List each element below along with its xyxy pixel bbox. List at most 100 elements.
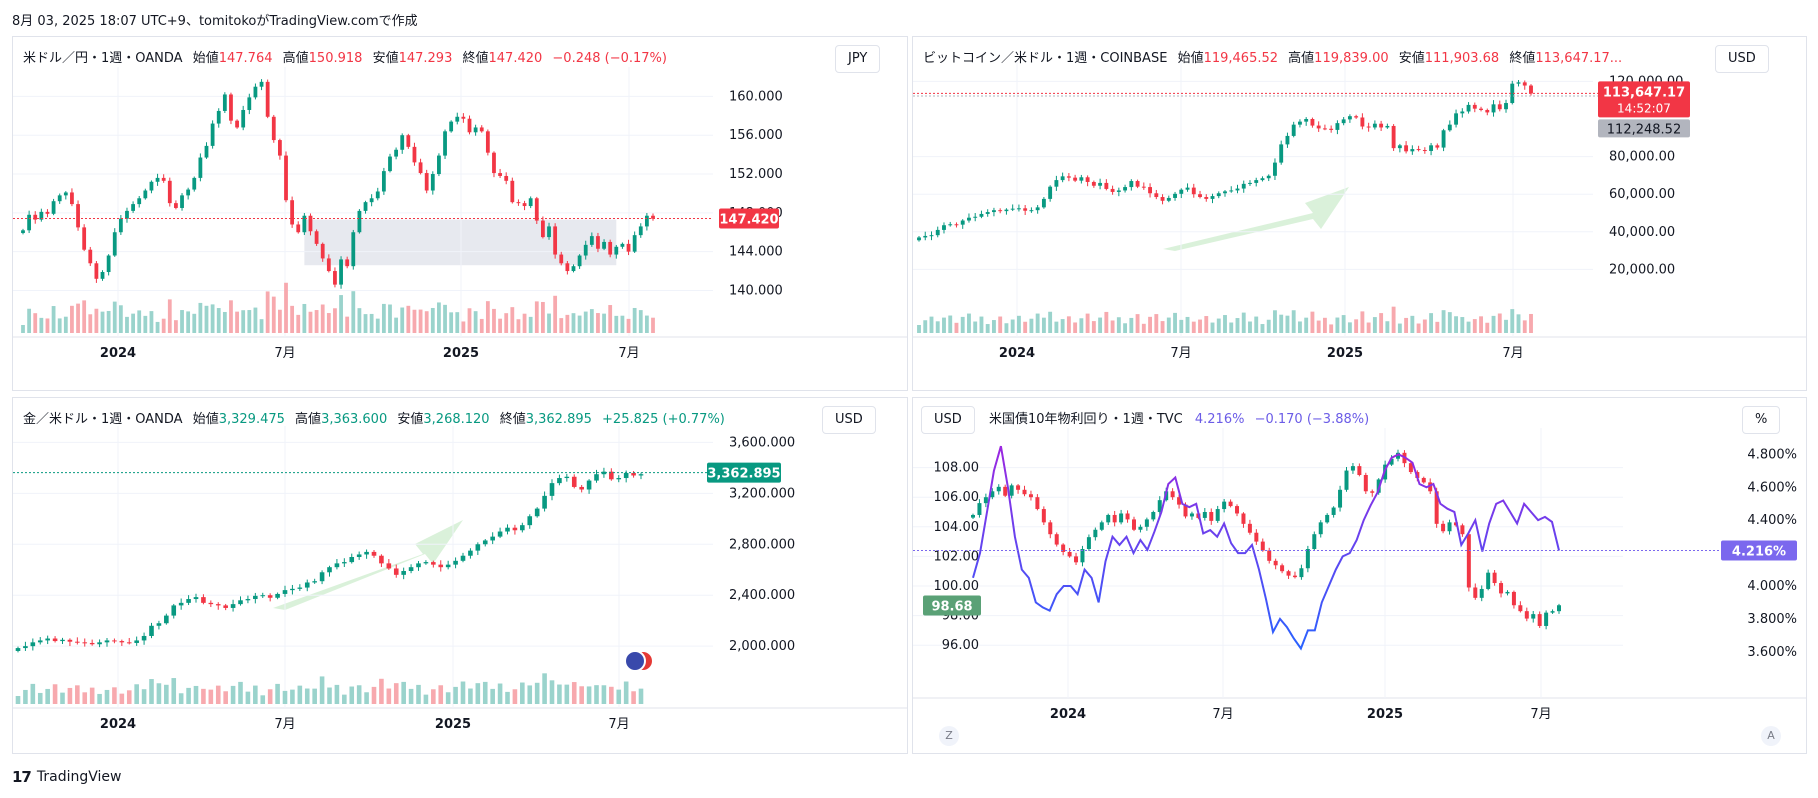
volume-bar — [314, 310, 319, 333]
candle-body — [1267, 550, 1272, 561]
volume-bar — [1285, 315, 1290, 333]
candle-body — [33, 214, 38, 220]
candle-body — [1322, 128, 1327, 130]
candle-body — [614, 246, 619, 255]
chart-panel-us10y[interactable]: 108.00 106.00 104.00 102.00 100.00 98.00 96.00… — [912, 397, 1807, 754]
candle-body — [265, 81, 270, 117]
x-tick-label: 7月 — [1530, 707, 1551, 722]
candle-body — [1067, 551, 1072, 557]
y-tick-label: 152.000 — [729, 167, 783, 182]
volume-bar — [455, 312, 460, 333]
volume-bar — [1273, 310, 1277, 333]
candle-body — [186, 599, 191, 603]
volume-bar — [623, 681, 629, 704]
chart-panel-xauusd[interactable]: 3,600.000 3,200.000 2,800.000 2,400.000 2,00… — [12, 397, 908, 754]
candle-body — [1254, 532, 1259, 542]
candle-body — [1344, 470, 1349, 490]
candle-body — [1460, 525, 1465, 535]
candle-body — [192, 177, 197, 190]
candle-body — [126, 642, 132, 644]
x-tick-label: 7月 — [618, 346, 639, 361]
volume-bar — [174, 320, 178, 333]
volume-bar — [37, 692, 43, 704]
candle-body — [418, 162, 423, 174]
candle-body — [1338, 489, 1343, 508]
us10y-percent-button[interactable]: % — [1742, 406, 1781, 434]
volume-bar — [1185, 316, 1190, 333]
us10y-change: −0.170 (−3.88%) — [1254, 412, 1370, 427]
chart-panel-usdjpy[interactable]: 160.000156.000152.000148.000144.000140.0… — [12, 36, 908, 391]
candle-body — [52, 638, 58, 642]
us10y-left-currency-button[interactable]: USD — [921, 406, 975, 434]
volume-bar — [528, 316, 533, 333]
candle-body — [1397, 145, 1402, 149]
candle-body — [1466, 534, 1471, 588]
candle-body — [327, 567, 332, 573]
footer-brand: TradingView — [36, 769, 122, 785]
btcusd-currency-button[interactable]: USD — [1715, 45, 1769, 73]
candle-body — [571, 266, 576, 272]
volume-bar — [644, 315, 649, 333]
candle-body — [1466, 104, 1471, 112]
xauusd-currency-button[interactable]: USD — [822, 406, 876, 434]
xauusd-low-value: 3,268.120 — [423, 412, 490, 427]
candle-body — [1061, 544, 1066, 552]
x-tick-label: 7月 — [1170, 346, 1191, 361]
candle-body — [1229, 190, 1234, 192]
volume-bar — [589, 309, 594, 333]
candle-body — [1372, 123, 1377, 128]
candle-body — [475, 544, 481, 551]
volume-bar — [1479, 316, 1483, 333]
us10y-zoom-button[interactable]: Z — [939, 726, 959, 746]
volume-bar — [192, 313, 197, 333]
candle-body — [155, 177, 160, 182]
candle-body — [954, 224, 959, 226]
candle-body — [76, 204, 80, 228]
candle-body — [1029, 210, 1034, 212]
chart-panel-btcusd[interactable]: 120,000.0080,000.0060,000.0040,000.0020,… — [912, 36, 1807, 391]
btcusd-low-label: 安値 — [1398, 51, 1425, 66]
candle-body — [1098, 182, 1103, 186]
volume-bar — [431, 689, 436, 704]
y-right-tick-label: 3.800% — [1747, 612, 1797, 627]
volume-bar — [1173, 312, 1177, 333]
volume-bar — [498, 318, 502, 333]
candle-body — [527, 516, 533, 526]
volume-bar — [143, 315, 148, 333]
volume-bar — [30, 683, 36, 704]
volume-bar — [542, 673, 547, 704]
volume-bar — [271, 296, 276, 333]
candle-body — [1185, 187, 1190, 190]
xauusd-change: +25.825 (+0.77%) — [602, 412, 725, 427]
candle-body — [1041, 198, 1046, 208]
volume-bar — [461, 321, 466, 333]
candle-body — [1235, 506, 1240, 514]
candle-body — [960, 220, 965, 225]
candle-body — [1022, 489, 1027, 495]
volume-bar — [1235, 318, 1240, 333]
candle-body — [1347, 116, 1352, 120]
volume-bar — [586, 686, 592, 704]
candle-body — [1316, 125, 1321, 129]
volume-bar — [579, 686, 584, 704]
candle-body — [1479, 588, 1484, 598]
usdjpy-low-label: 安値 — [372, 51, 399, 66]
volume-bar — [1029, 318, 1034, 333]
candle-body — [45, 211, 50, 214]
volume-bar — [82, 692, 88, 704]
candle-body — [1119, 513, 1124, 523]
x-tick-label: 2025 — [435, 717, 471, 732]
xauusd-chart-svg: 3,600.000 3,200.000 2,800.000 2,400.000 2,00… — [13, 426, 907, 732]
usdjpy-currency-button[interactable]: JPY — [835, 45, 881, 73]
volume-bar — [247, 310, 252, 333]
volume-bar — [297, 685, 303, 704]
candle-body — [967, 217, 971, 221]
y-right-tick-label: 4.000% — [1747, 579, 1797, 594]
us10y-auto-scale-button[interactable]: A — [1761, 726, 1781, 746]
volume-bar — [992, 320, 996, 333]
candle-body — [1304, 119, 1309, 122]
volume-bar — [632, 307, 637, 333]
volume-bar — [571, 682, 577, 704]
x-tick-label: 2024 — [1050, 707, 1086, 722]
candle-body — [424, 173, 429, 191]
